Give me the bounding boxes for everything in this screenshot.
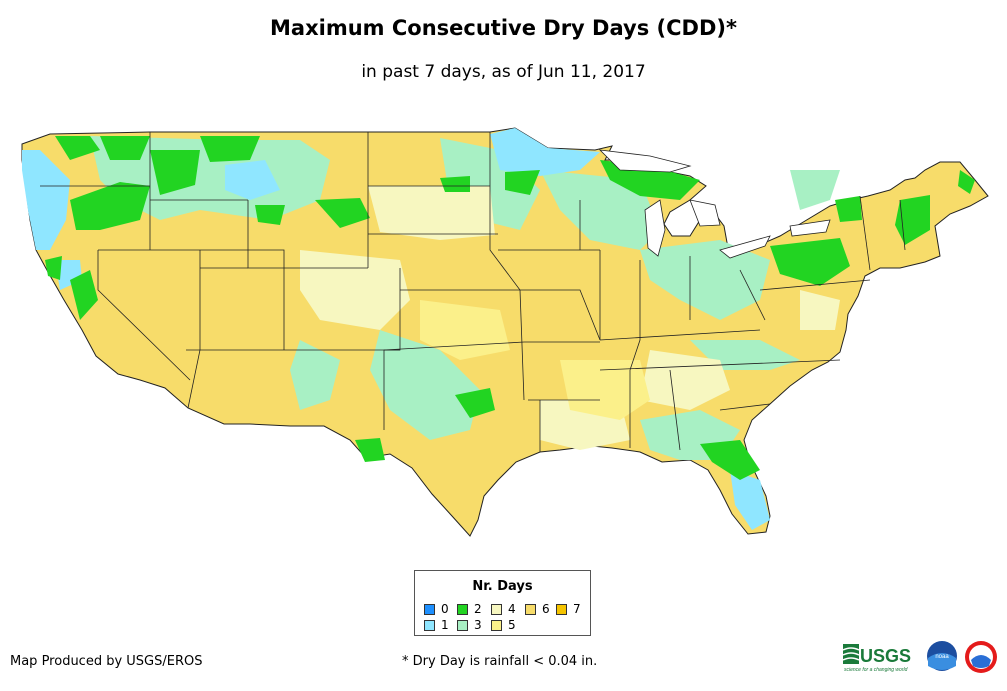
legend-swatch-5 [491, 619, 502, 631]
legend-swatch-6 [525, 603, 536, 615]
zone-2-days [45, 136, 975, 480]
lake-michigan [644, 199, 666, 257]
legend-item-3: 3 [457, 618, 482, 632]
svg-text:noaa: noaa [935, 654, 949, 660]
lake-ontario [789, 219, 831, 237]
legend-item-4: 4 [491, 602, 516, 616]
legend-item-1: 1 [424, 618, 449, 632]
legend-box: Nr. Days 0 1 2 3 4 5 6 7 [414, 570, 591, 636]
state-borders [40, 132, 906, 452]
svg-text:USGS: USGS [860, 646, 911, 666]
nws-logo [965, 641, 997, 673]
legend-item-6: 6 [525, 602, 550, 616]
legend-item-7: 7 [556, 602, 581, 616]
map-title: Maximum Consecutive Dry Days (CDD)* [270, 16, 737, 40]
zone-4-days [300, 186, 840, 450]
svg-text:science for a changing world: science for a changing world [844, 667, 908, 673]
dry-day-footnote: * Dry Day is rainfall < 0.04 in. [402, 654, 598, 669]
legend-item-0: 0 [424, 602, 449, 616]
legend-swatch-3 [457, 619, 468, 631]
usgs-logo: USGS science for a changing world [843, 644, 911, 673]
agency-logos: USGS science for a changing world noaa [843, 641, 997, 673]
legend-swatch-4 [491, 603, 502, 615]
legend-swatch-1 [424, 619, 435, 631]
lake-erie [719, 235, 771, 259]
zone-5-days [420, 300, 650, 420]
lake-huron [689, 199, 721, 227]
lake-superior [598, 149, 692, 173]
legend-swatch-2 [457, 603, 468, 615]
map-credit: Map Produced by USGS/EROS [10, 654, 203, 669]
great-lakes [598, 149, 831, 259]
legend-swatch-0 [424, 603, 435, 615]
noaa-logo: noaa [927, 641, 957, 671]
map-subtitle: in past 7 days, as of Jun 11, 2017 [361, 62, 646, 82]
legend-item-5: 5 [491, 618, 516, 632]
legend-title: Nr. Days [472, 579, 533, 594]
legend-swatch-7 [556, 603, 567, 615]
legend-item-2: 2 [457, 602, 482, 616]
